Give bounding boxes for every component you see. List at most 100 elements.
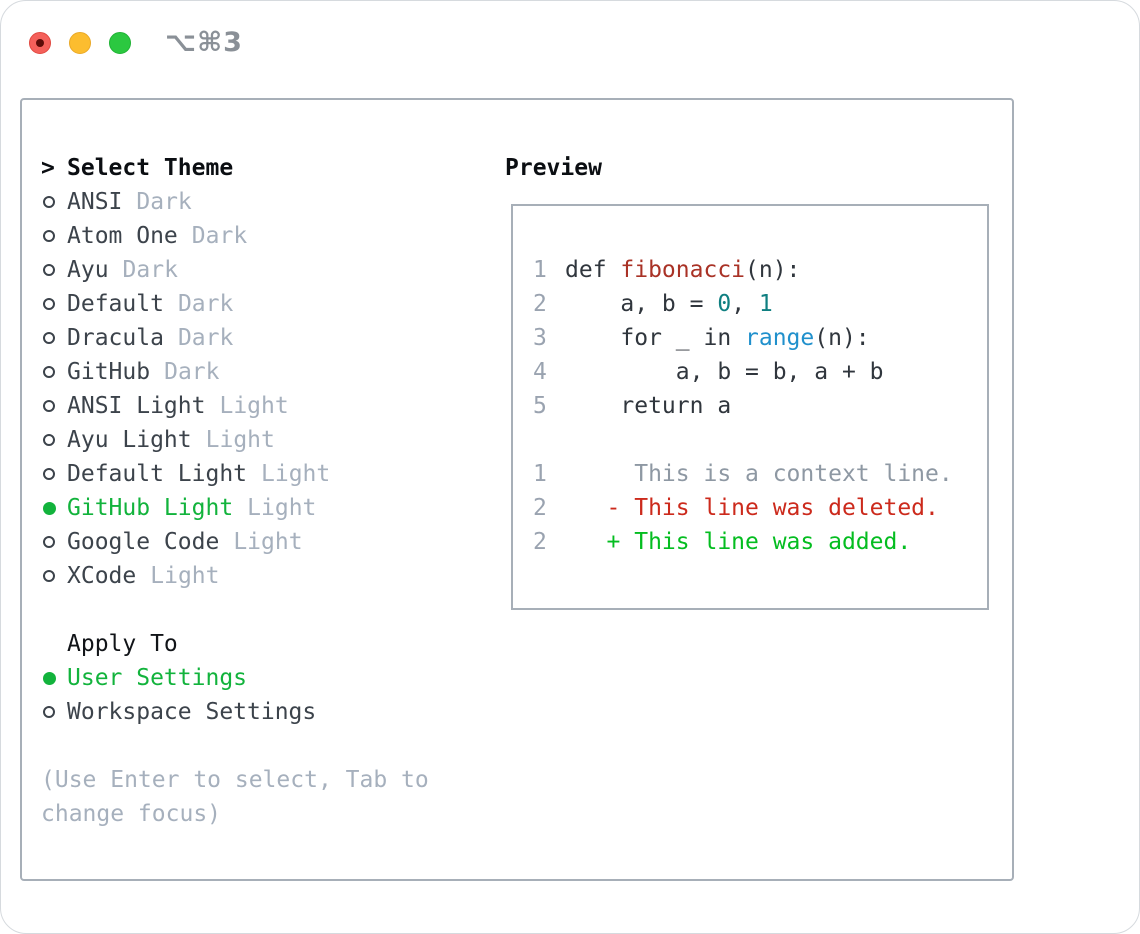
code-line: 2 a, b = 0, 1 (533, 287, 987, 321)
radio-icon (41, 536, 67, 548)
radio-icon (41, 570, 67, 582)
line-number: 4 (533, 359, 547, 385)
theme-list: ANSI Dark Atom One Dark Ayu Dark Default Dark Dr… (41, 185, 453, 593)
radio-icon (41, 264, 67, 276)
theme-name: Dracula (67, 325, 164, 351)
select-theme-title: Select Theme (67, 155, 234, 181)
theme-variant: Dark (136, 189, 192, 215)
line-number: 3 (533, 325, 547, 351)
line-content: for _ in range(n): (565, 325, 870, 351)
radio-icon (41, 332, 67, 344)
theme-name: Default (67, 291, 164, 317)
zoom-button[interactable] (109, 31, 131, 54)
theme-variant: Dark (177, 291, 234, 317)
minimize-button[interactable] (69, 31, 91, 54)
theme-name: Default Light (67, 461, 248, 487)
theme-name: Ayu (67, 257, 109, 283)
theme-option-github-light[interactable]: GitHub Light Light (41, 491, 453, 525)
close-button[interactable] (29, 31, 51, 54)
theme-variant: Light (219, 393, 289, 419)
theme-name: ANSI (67, 189, 123, 215)
select-theme-header: > Select Theme (41, 151, 453, 185)
line-content: return a (565, 393, 732, 419)
line-number: 1 (533, 461, 547, 487)
theme-option-google-code[interactable]: Google Code Light (41, 525, 453, 559)
theme-variant: Dark (164, 359, 220, 385)
radio-icon (41, 196, 67, 208)
theme-variant: Dark (191, 223, 248, 249)
apply-option-user-settings[interactable]: User Settings (41, 661, 453, 695)
line-content: def fibonacci(n): (565, 257, 801, 283)
code-line: 5 return a (533, 389, 987, 423)
radio-selected-icon (41, 501, 67, 515)
theme-variant: Light (233, 529, 303, 555)
theme-name: GitHub (67, 359, 151, 385)
radio-selected-icon (41, 671, 67, 685)
theme-option-default-light[interactable]: Default Light Light (41, 457, 453, 491)
radio-icon (41, 230, 67, 242)
theme-variant: Dark (177, 325, 234, 351)
radio-icon (41, 434, 67, 446)
apply-option-label: Workspace Settings (67, 699, 317, 725)
theme-name: Google Code (67, 529, 220, 555)
theme-picker-panel: > Select Theme ANSI Dark Atom One Dark Ayu Da… (20, 98, 1014, 881)
diff-line: 2 + This line was added. (533, 525, 987, 559)
line-content: a, b = 0, 1 (565, 291, 773, 317)
titlebar: ⌥⌘3 (29, 27, 243, 58)
theme-name: Ayu Light (67, 427, 192, 453)
code-line: 1 def fibonacci(n): (533, 253, 987, 287)
apply-option-label: User Settings (67, 665, 248, 691)
line-content: This is a context line. (565, 461, 953, 487)
theme-variant: Dark (122, 257, 178, 283)
theme-variant: Light (247, 495, 317, 521)
theme-option-github[interactable]: GitHub Dark (41, 355, 453, 389)
theme-name: Atom One (67, 223, 178, 249)
theme-option-atom-one[interactable]: Atom One Dark (41, 219, 453, 253)
theme-option-ansi[interactable]: ANSI Dark (41, 185, 453, 219)
radio-icon (41, 400, 67, 412)
theme-option-ayu[interactable]: Ayu Dark (41, 253, 453, 287)
theme-variant: Light (150, 563, 220, 589)
apply-option-workspace-settings[interactable]: Workspace Settings (41, 695, 453, 729)
apply-to-title: Apply To (67, 631, 178, 657)
theme-name: GitHub Light (67, 495, 234, 521)
help-text: (Use Enter to select, Tab to change focu… (41, 767, 429, 827)
theme-name: ANSI Light (67, 393, 206, 419)
radio-icon (41, 468, 67, 480)
theme-option-ayu-light[interactable]: Ayu Light Light (41, 423, 453, 457)
keyboard-shortcut-label: ⌥⌘3 (165, 27, 243, 58)
preview-diff: 1 This is a context line. 2 - This line w… (533, 457, 987, 559)
line-number: 2 (533, 495, 547, 521)
line-number: 1 (533, 257, 547, 283)
theme-option-xcode[interactable]: XCode Light (41, 559, 453, 593)
line-content: - This line was deleted. (565, 495, 939, 521)
radio-icon (41, 298, 67, 310)
line-number: 2 (533, 291, 547, 317)
theme-option-default[interactable]: Default Dark (41, 287, 453, 321)
traffic-lights (29, 31, 131, 54)
line-content: a, b = b, a + b (565, 359, 884, 385)
spacer (533, 423, 987, 457)
diff-line: 2 - This line was deleted. (533, 491, 987, 525)
apply-to-list: User Settings Workspace Settings (41, 661, 453, 729)
theme-option-dracula[interactable]: Dracula Dark (41, 321, 453, 355)
line-number: 5 (533, 393, 547, 419)
code-line: 4 a, b = b, a + b (533, 355, 987, 389)
cursor-chevron-icon: > (41, 155, 55, 181)
theme-column: > Select Theme ANSI Dark Atom One Dark Ayu Da… (41, 151, 453, 831)
theme-name: XCode (67, 563, 137, 589)
preview-title: Preview (505, 155, 602, 181)
theme-option-ansi-light[interactable]: ANSI Light Light (41, 389, 453, 423)
spacer (41, 729, 453, 763)
radio-icon (41, 706, 67, 718)
diff-line: 1 This is a context line. (533, 457, 987, 491)
theme-variant: Light (261, 461, 331, 487)
radio-icon (41, 366, 67, 378)
apply-to-header: Apply To (41, 627, 453, 661)
code-line: 3 for _ in range(n): (533, 321, 987, 355)
spacer (41, 593, 453, 627)
line-content: + This line was added. (565, 529, 912, 555)
